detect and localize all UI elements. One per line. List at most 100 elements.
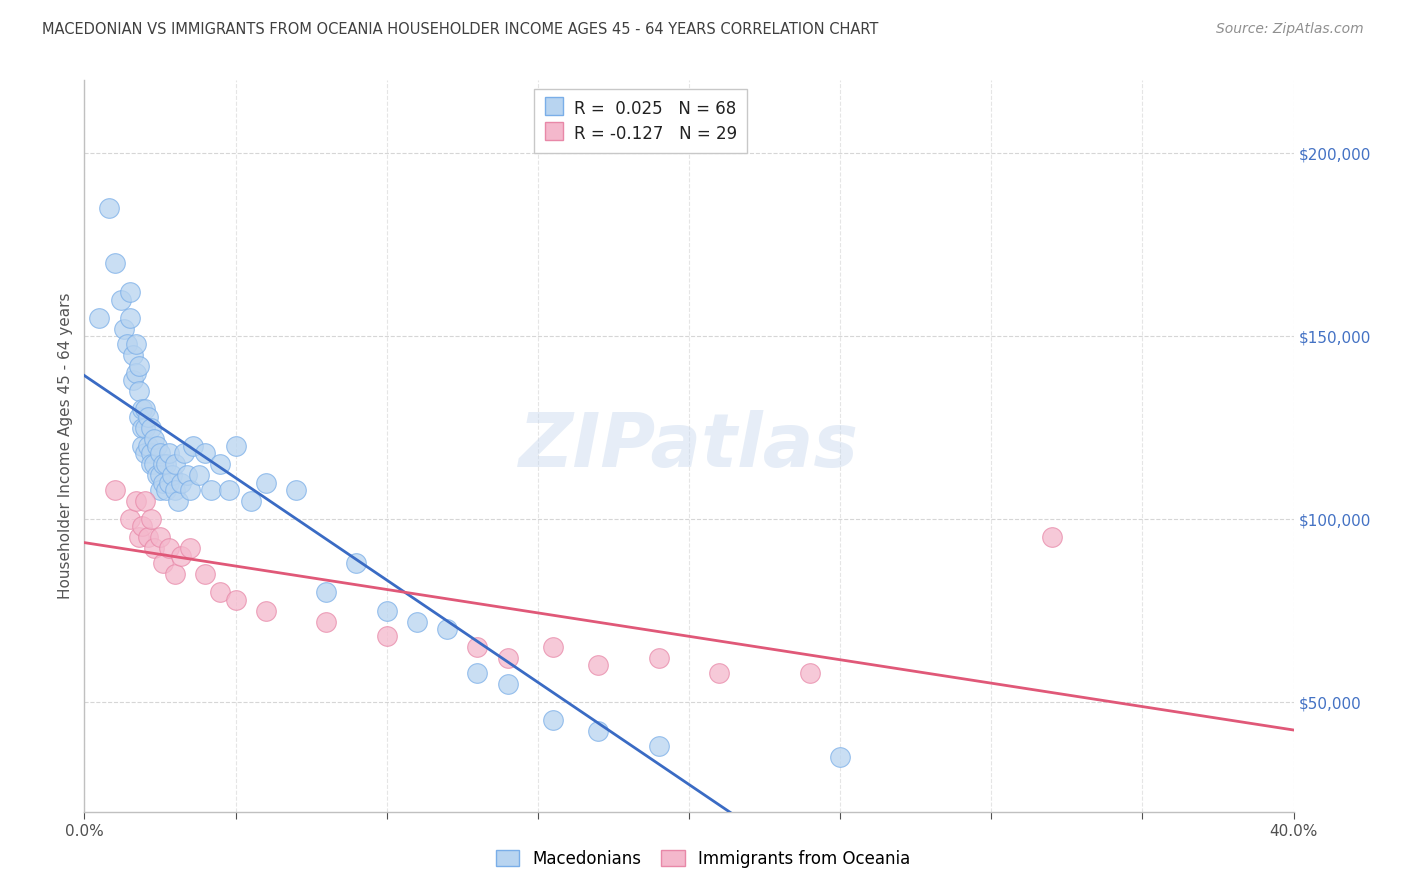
Point (139, 420, 162, 434)
Point (157, 541, 180, 556)
Point (496, 651, 519, 665)
Point (125, 366, 148, 380)
Point (225, 439, 247, 453)
Point (436, 622, 458, 636)
Point (225, 592, 247, 607)
Point (588, 658, 610, 673)
Point (239, 493, 262, 508)
Point (155, 483, 177, 497)
Point (194, 567, 217, 582)
Point (136, 530, 159, 544)
Point (146, 468, 169, 483)
Point (110, 293, 132, 307)
Point (179, 483, 201, 497)
Point (709, 665, 731, 680)
Point (152, 475, 174, 490)
Point (200, 483, 222, 497)
Point (136, 409, 159, 424)
Point (115, 336, 138, 351)
Point (157, 475, 180, 490)
Point (118, 310, 141, 325)
Point (134, 446, 156, 460)
Point (648, 651, 671, 665)
Point (541, 714, 564, 728)
Point (125, 336, 148, 351)
Point (128, 359, 150, 373)
Point (149, 530, 172, 544)
Point (799, 665, 821, 680)
Point (139, 512, 162, 526)
Point (139, 457, 162, 471)
Point (104, 483, 127, 497)
Point (285, 483, 308, 497)
Point (315, 585, 337, 599)
Point (112, 322, 135, 336)
Text: MACEDONIAN VS IMMIGRANTS FROM OCEANIA HOUSEHOLDER INCOME AGES 45 - 64 YEARS CORR: MACEDONIAN VS IMMIGRANTS FROM OCEANIA HO… (42, 22, 879, 37)
Point (209, 457, 232, 471)
Point (1040, 530, 1063, 544)
Point (209, 585, 232, 599)
Point (167, 493, 190, 508)
Point (157, 446, 180, 460)
Point (155, 457, 177, 471)
Point (588, 724, 610, 739)
Point (375, 629, 398, 643)
Point (467, 665, 489, 680)
Point (128, 530, 150, 544)
Point (131, 439, 153, 453)
Point (139, 446, 162, 460)
Point (149, 468, 172, 483)
Point (149, 446, 172, 460)
Point (149, 483, 172, 497)
Text: Source: ZipAtlas.com: Source: ZipAtlas.com (1216, 22, 1364, 37)
Point (125, 493, 148, 508)
Point (104, 256, 127, 270)
Point (121, 347, 143, 362)
Point (134, 402, 156, 417)
Point (346, 556, 368, 570)
Point (160, 468, 183, 483)
Point (648, 739, 671, 753)
Point (467, 640, 489, 655)
Point (131, 420, 153, 434)
Point (97, 201, 120, 215)
Point (89, 310, 111, 325)
Point (194, 446, 217, 460)
Point (181, 439, 204, 453)
Point (179, 541, 201, 556)
Point (136, 439, 159, 453)
Point (173, 446, 195, 460)
Point (165, 567, 187, 582)
Point (406, 615, 429, 629)
Point (146, 439, 169, 453)
Point (165, 457, 187, 471)
Point (131, 519, 153, 533)
Point (121, 373, 143, 387)
Point (375, 603, 398, 617)
Point (188, 468, 211, 483)
Point (131, 402, 153, 417)
Legend: R =  0.025   N = 68, R = -0.127   N = 29: R = 0.025 N = 68, R = -0.127 N = 29 (534, 88, 747, 153)
Legend: Macedonians, Immigrants from Oceania: Macedonians, Immigrants from Oceania (489, 844, 917, 875)
Point (315, 615, 337, 629)
Point (496, 676, 519, 690)
Point (541, 640, 564, 655)
Point (176, 468, 198, 483)
Point (128, 409, 150, 424)
Point (218, 483, 240, 497)
Point (170, 549, 193, 563)
Point (118, 512, 141, 526)
Point (142, 432, 165, 446)
Point (142, 541, 165, 556)
Y-axis label: Householder Income Ages 45 - 64 years: Householder Income Ages 45 - 64 years (58, 293, 73, 599)
Point (142, 457, 165, 471)
Point (830, 749, 852, 764)
Point (134, 493, 156, 508)
Point (152, 556, 174, 570)
Point (165, 483, 187, 497)
Point (152, 457, 174, 471)
Text: ZIPatlas: ZIPatlas (519, 409, 859, 483)
Point (134, 420, 156, 434)
Point (170, 475, 193, 490)
Point (118, 285, 141, 300)
